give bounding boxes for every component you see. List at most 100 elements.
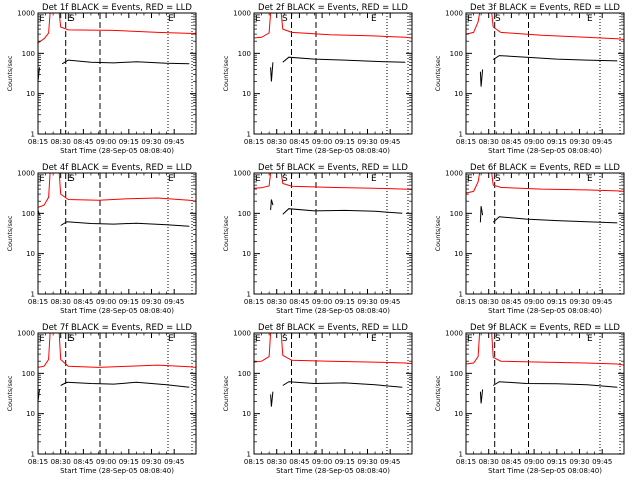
interval-marker-label: S bbox=[495, 334, 501, 344]
lld-series-line bbox=[37, 12, 197, 44]
plot-frame bbox=[253, 172, 413, 295]
interval-marker-label: S bbox=[495, 174, 501, 184]
y-tick-label: 100 bbox=[450, 50, 463, 58]
events-series-line bbox=[492, 381, 618, 388]
panel-det-1: 1 10 100 1000 08:15 08:30 08:45 09:00 09:15 09:30… bbox=[6, 3, 197, 155]
x-tick-label: 08:30 bbox=[267, 298, 287, 306]
x-tick-label: 08:45 bbox=[501, 298, 521, 306]
x-tick-label: 08:30 bbox=[51, 138, 71, 146]
x-tick-label: 09:00 bbox=[312, 298, 332, 306]
y-axis-label: Counts/sec bbox=[434, 55, 442, 91]
plot-frame bbox=[37, 332, 197, 455]
interval-marker-label: S bbox=[282, 174, 288, 184]
x-tick-label: 09:15 bbox=[119, 458, 139, 466]
interval-marker-label: E bbox=[67, 334, 73, 344]
x-tick-label: 09:00 bbox=[312, 458, 332, 466]
y-tick-label: 10 bbox=[26, 250, 35, 258]
x-axis-label: Start Time (28-Sep-05 08:08:40) bbox=[60, 147, 174, 155]
y-tick-label: 1 bbox=[247, 291, 251, 299]
y-tick-label: 100 bbox=[238, 210, 251, 218]
interval-marker-label: E bbox=[255, 334, 261, 344]
y-tick-label: 1000 bbox=[17, 170, 35, 178]
panel-det-2: 1 10 100 1000 08:15 08:30 08:45 09:00 09:15 09:30… bbox=[222, 3, 413, 155]
events-series-line bbox=[270, 391, 274, 407]
panel-det-6: 1 10 100 1000 08:15 08:30 08:45 09:00 09:15 09:30… bbox=[434, 163, 625, 315]
y-tick-label: 1000 bbox=[445, 10, 463, 18]
y-axis-label: Counts/sec bbox=[222, 55, 230, 91]
lld-series-line bbox=[465, 12, 625, 40]
panel-title: Det 4f BLACK = Events, RED = LLD bbox=[42, 163, 192, 173]
x-tick-label: 09:15 bbox=[335, 298, 355, 306]
x-tick-label: 09:00 bbox=[96, 298, 116, 306]
x-tick-label: 08:45 bbox=[73, 298, 93, 306]
x-tick-label: 08:15 bbox=[28, 138, 48, 146]
x-tick-label: 09:15 bbox=[547, 458, 567, 466]
x-tick-label: 09:30 bbox=[357, 458, 377, 466]
x-tick-label: 08:30 bbox=[51, 458, 71, 466]
x-tick-label: 09:15 bbox=[119, 138, 139, 146]
y-tick-label: 1000 bbox=[17, 10, 35, 18]
plot-frame bbox=[253, 332, 413, 455]
x-tick-label: 08:30 bbox=[479, 458, 499, 466]
interval-marker-label: S bbox=[282, 14, 288, 24]
y-axis-label: Counts/sec bbox=[6, 375, 14, 411]
x-tick-label: 09:00 bbox=[524, 138, 544, 146]
interval-marker-label: E bbox=[371, 14, 377, 24]
y-axis-label: Counts/sec bbox=[6, 55, 14, 91]
y-tick-label: 10 bbox=[26, 90, 35, 98]
interval-marker-label: E bbox=[255, 14, 261, 24]
y-tick-label: 10 bbox=[242, 250, 251, 258]
lld-series-line bbox=[465, 332, 625, 366]
y-tick-label: 10 bbox=[242, 410, 251, 418]
y-tick-label: 100 bbox=[22, 210, 35, 218]
interval-marker-label: E bbox=[587, 174, 593, 184]
events-series-line bbox=[60, 221, 190, 227]
x-tick-label: 08:45 bbox=[73, 458, 93, 466]
panel-det-7: 1 10 100 1000 08:15 08:30 08:45 09:00 09:15 09:30… bbox=[6, 323, 197, 475]
y-tick-label: 1000 bbox=[445, 170, 463, 178]
lld-series-line bbox=[465, 172, 625, 194]
y-tick-label: 1 bbox=[31, 291, 35, 299]
lld-series-line bbox=[37, 172, 197, 208]
x-tick-label: 08:45 bbox=[501, 458, 521, 466]
x-tick-label: 08:30 bbox=[267, 138, 287, 146]
interval-marker-label: E bbox=[467, 174, 473, 184]
interval-marker-label: E bbox=[467, 334, 473, 344]
y-tick-label: 10 bbox=[454, 410, 463, 418]
lld-series-line bbox=[37, 332, 197, 368]
y-tick-label: 100 bbox=[22, 50, 35, 58]
x-tick-label: 08:30 bbox=[267, 458, 287, 466]
y-axis-label: Counts/sec bbox=[434, 375, 442, 411]
y-tick-label: 10 bbox=[454, 90, 463, 98]
interval-marker-label: S bbox=[495, 14, 501, 24]
plot-frame bbox=[465, 12, 625, 135]
x-tick-label: 08:15 bbox=[28, 298, 48, 306]
interval-marker-label: E bbox=[39, 174, 45, 184]
x-tick-label: 09:00 bbox=[96, 458, 116, 466]
x-tick-label: 09:30 bbox=[569, 298, 589, 306]
x-tick-label: 09:30 bbox=[357, 138, 377, 146]
panel-title: Det 3f BLACK = Events, RED = LLD bbox=[470, 3, 620, 13]
panel-title: Det 8f BLACK = Events, RED = LLD bbox=[258, 323, 408, 333]
x-tick-label: 08:30 bbox=[51, 298, 71, 306]
plot-frame bbox=[465, 172, 625, 295]
x-tick-label: 09:30 bbox=[141, 298, 161, 306]
y-axis-label: Counts/sec bbox=[6, 215, 14, 251]
panel-det-9: 1 10 100 1000 08:15 08:30 08:45 09:00 09:15 09:30… bbox=[434, 323, 625, 475]
y-tick-label: 10 bbox=[454, 250, 463, 258]
y-tick-label: 1 bbox=[31, 131, 35, 139]
x-tick-label: 09:30 bbox=[141, 458, 161, 466]
plot-frame bbox=[465, 332, 625, 455]
x-tick-label: 09:15 bbox=[335, 458, 355, 466]
x-tick-label: 08:15 bbox=[244, 298, 264, 306]
x-tick-label: 09:45 bbox=[592, 298, 612, 306]
x-tick-label: 09:30 bbox=[569, 138, 589, 146]
panel-det-3: 1 10 100 1000 08:15 08:30 08:45 09:00 09:15 09:30… bbox=[434, 3, 625, 155]
y-tick-label: 1 bbox=[247, 451, 251, 459]
x-tick-label: 09:45 bbox=[380, 458, 400, 466]
x-tick-label: 08:30 bbox=[479, 138, 499, 146]
panel-title: Det 7f BLACK = Events, RED = LLD bbox=[42, 323, 192, 333]
interval-marker-label: S bbox=[282, 334, 288, 344]
interval-marker-label: E bbox=[168, 334, 174, 344]
y-tick-label: 1000 bbox=[233, 170, 251, 178]
